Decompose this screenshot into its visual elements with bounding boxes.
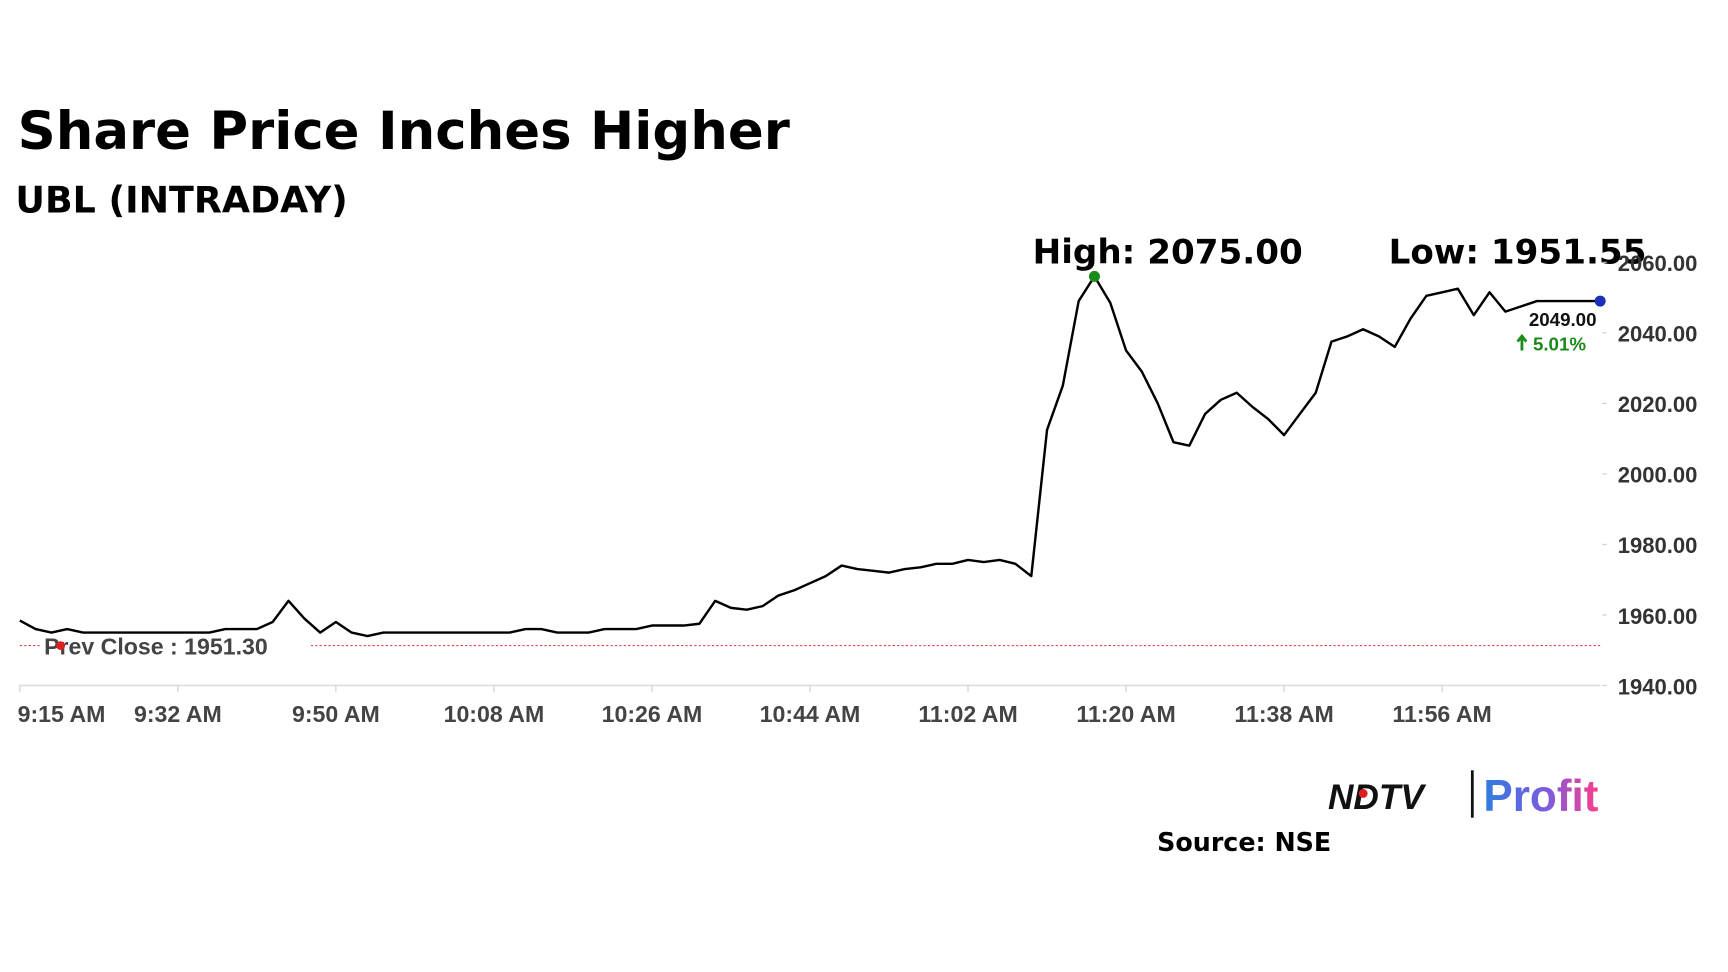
x-tick-label: 10:44 AM (760, 701, 861, 727)
price-line (19, 275, 1601, 638)
x-tick-label: 9:32 AM (134, 701, 222, 727)
x-tick-label: 10:08 AM (444, 701, 545, 727)
x-tick-label: 11:38 AM (1234, 701, 1333, 727)
logo-ndtv: NDTV (1328, 778, 1426, 817)
y-tick-label: 2020.00 (1618, 392, 1698, 417)
y-tick-label: 1940.00 (1618, 674, 1698, 699)
source: Source: NSE (1157, 827, 1331, 857)
chart-title: Share Price Inches Higher (18, 101, 790, 162)
last-dot (1594, 295, 1606, 307)
change-label: 5.01% (1533, 333, 1586, 354)
high-dot (1088, 270, 1100, 282)
x-tick-label: 11:56 AM (1392, 701, 1491, 727)
x-tick-label: 9:50 AM (292, 701, 380, 727)
y-tick-label: 2000.00 (1618, 463, 1698, 488)
y-tick-label: 1960.00 (1618, 604, 1698, 629)
up-arrow (1516, 333, 1528, 351)
x-tick-label: 11:02 AM (918, 701, 1017, 727)
logo-dot (1358, 789, 1368, 798)
x-tick-label: 11:20 AM (1076, 701, 1175, 727)
chart-subtitle: UBL (INTRADAY) (15, 179, 347, 222)
y-tick-label: 2060.00 (1618, 251, 1698, 276)
y-tick-label: 1980.00 (1618, 533, 1698, 558)
last-price-label: 2049.00 (1529, 309, 1597, 330)
prev-close-dot (56, 641, 66, 651)
x-tick-label: 9:15 AM (18, 701, 106, 727)
logo-profit: Profit (1483, 772, 1598, 821)
prev-close-bg (39, 631, 311, 660)
y-tick-label: 2040.00 (1618, 322, 1698, 347)
high-label: High: 2075.00 (1033, 232, 1303, 272)
prev-close-label: Prev Close : 1951.30 (44, 633, 268, 659)
low-label: Low: 1951.55 (1389, 232, 1647, 272)
x-tick-label: 10:26 AM (602, 701, 703, 727)
